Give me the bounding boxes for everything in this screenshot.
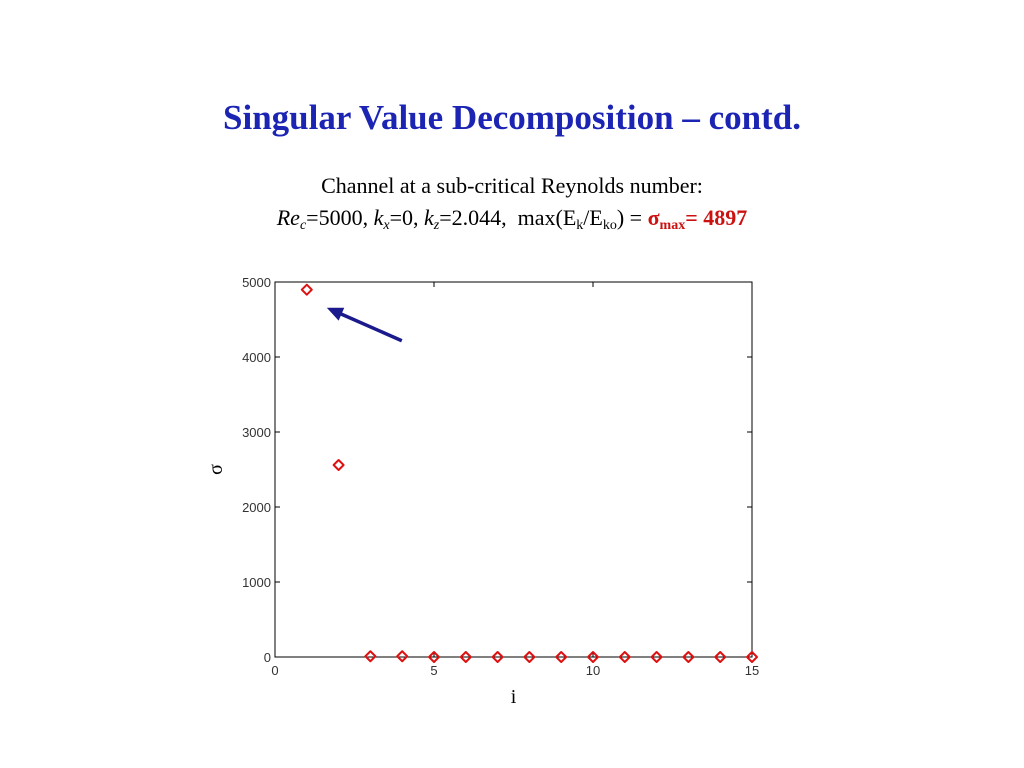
max-close: ) = bbox=[616, 205, 643, 230]
x-axis-label: i bbox=[511, 686, 517, 708]
sigma-value: = 4897 bbox=[685, 205, 748, 230]
kz-subscript: z bbox=[433, 218, 440, 233]
y-tick-label: 5000 bbox=[242, 275, 271, 290]
arrow-head bbox=[326, 307, 345, 321]
arrow-shaft bbox=[334, 309, 403, 343]
data-point bbox=[714, 651, 727, 663]
y-tick-label: 1000 bbox=[242, 575, 271, 590]
data-point bbox=[396, 650, 409, 663]
x-tick-label: 5 bbox=[430, 663, 437, 678]
y-tick-label: 3000 bbox=[242, 425, 271, 440]
data-point bbox=[523, 651, 536, 663]
kx-subscript: x bbox=[383, 218, 390, 233]
sigma-symbol: σ bbox=[647, 205, 660, 230]
data-point bbox=[364, 650, 377, 663]
kz-symbol: k bbox=[423, 205, 434, 230]
re-symbol: Re bbox=[276, 205, 300, 230]
x-tick-label: 15 bbox=[745, 663, 759, 678]
kz-value: =2.044, bbox=[439, 205, 507, 230]
slide-title: Singular Value Decomposition – contd. bbox=[223, 98, 801, 137]
data-point bbox=[300, 283, 313, 296]
data-point bbox=[682, 651, 695, 663]
eko-subscript: ko bbox=[602, 218, 617, 233]
y-tick-label: 2000 bbox=[242, 500, 271, 515]
re-subscript: c bbox=[299, 218, 307, 233]
data-point bbox=[332, 459, 345, 471]
data-points bbox=[300, 283, 758, 663]
re-value: =5000, bbox=[306, 205, 369, 230]
axes bbox=[274, 281, 753, 658]
kx-value: =0, bbox=[389, 205, 419, 230]
ratio-slash: /E bbox=[583, 205, 603, 230]
slide-subtitle: Channel at a sub-critical Reynolds numbe… bbox=[321, 173, 703, 198]
annotation-arrow bbox=[326, 307, 403, 343]
data-point bbox=[650, 651, 663, 663]
x-tick-label: 10 bbox=[586, 663, 600, 678]
parameter-line: Rec=5000, kx=0, kz=2.044, max(Ek/Eko) = … bbox=[0, 205, 1024, 233]
y-tick-label: 4000 bbox=[242, 350, 271, 365]
ek-subscript: k bbox=[576, 218, 584, 233]
y-tick-label: 0 bbox=[264, 650, 271, 665]
data-point bbox=[618, 651, 631, 663]
kx-symbol: k bbox=[373, 205, 384, 230]
data-point bbox=[491, 651, 504, 663]
max-open: max(E bbox=[517, 205, 577, 230]
y-axis-label: σ bbox=[205, 464, 227, 475]
sigma-subscript: max bbox=[659, 218, 686, 233]
data-point bbox=[555, 651, 568, 663]
data-point bbox=[746, 651, 758, 663]
x-tick-label: 0 bbox=[271, 663, 278, 678]
data-point bbox=[587, 651, 599, 663]
plot-frame bbox=[274, 281, 753, 658]
data-point bbox=[459, 651, 472, 663]
ticks: 0 5 10 15 0 1000 2000 3000 4000 5000 bbox=[242, 275, 759, 678]
data-point bbox=[428, 651, 440, 663]
